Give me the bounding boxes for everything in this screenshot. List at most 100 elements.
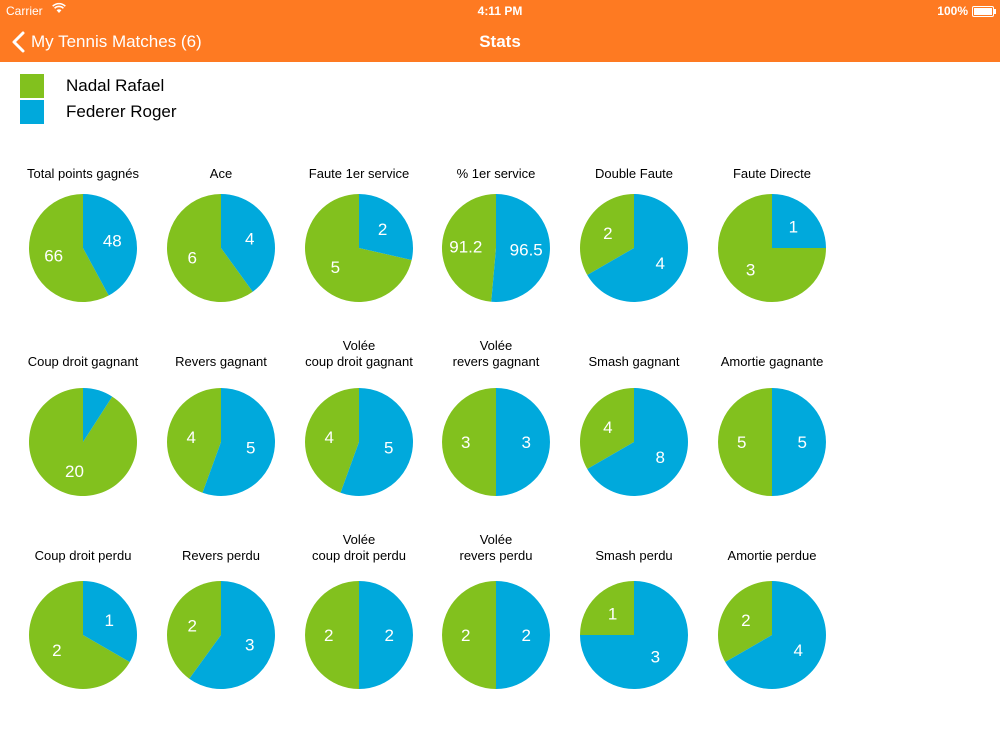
pie-slice-player2	[202, 388, 276, 496]
chart-title: Revers perdu	[181, 548, 261, 563]
status-bar: Carrier 4:11 PM 100%	[0, 0, 1000, 22]
wifi-icon	[52, 2, 66, 17]
pie-slice-player1	[441, 194, 496, 302]
pie-svg: 45	[305, 388, 414, 496]
pie-slice-player2	[496, 388, 550, 496]
legend-swatch-player2	[20, 100, 44, 124]
chart-title: Volée coup droit gagnant	[305, 338, 413, 369]
pie-svg: 52	[305, 194, 414, 302]
pie-svg: 31	[718, 194, 826, 302]
value-label-player2: 1	[104, 611, 113, 630]
value-label-player1: 4	[186, 428, 195, 447]
pie-svg: 24	[579, 194, 688, 302]
chart-title: Ace	[209, 166, 233, 181]
value-label-player1: 4	[603, 418, 612, 437]
pie-svg: 20	[28, 388, 137, 496]
value-label-player2: 4	[793, 641, 802, 660]
value-label-player1: 2	[52, 641, 61, 660]
battery-icon	[972, 6, 996, 17]
chart-title: Double Faute	[594, 166, 674, 181]
legend-swatch-player1	[20, 74, 44, 98]
value-label-player1: 2	[324, 626, 333, 645]
pie-slice-player2	[587, 388, 688, 496]
value-label-player2: 5	[246, 438, 255, 457]
pie-slice-player2	[83, 194, 137, 296]
pie-slice-player1	[29, 581, 130, 689]
pie-slice-player1	[579, 194, 634, 275]
chart-title: Faute 1er service	[308, 166, 410, 181]
pie-slice-player2	[587, 194, 688, 302]
pie-slice-player1	[28, 194, 109, 302]
pie-slice-player1	[442, 581, 496, 689]
chart-title: Volée revers gagnant	[452, 338, 540, 369]
pie-slice-player1	[442, 388, 496, 496]
pie-slice-player1	[717, 581, 772, 662]
value-label-player2: 1	[789, 218, 798, 237]
pie-slice-player2	[772, 194, 826, 248]
pie-slice-player1	[718, 388, 772, 496]
value-label-player2: 3	[651, 647, 660, 666]
chart-title: Volée coup droit perdu	[312, 532, 406, 563]
value-label-player2: 4	[245, 230, 254, 249]
chart-title: Amortie gagnante	[720, 354, 824, 369]
pie-svg: 66 48	[28, 194, 137, 302]
value-label-player1: 3	[746, 260, 755, 279]
pie-slice-player2	[83, 581, 138, 662]
value-label-player1: 20	[65, 462, 84, 481]
clock: 4:11 PM	[477, 4, 523, 18]
value-label-player2: 2	[378, 220, 387, 239]
value-label-player1: 1	[608, 605, 617, 624]
value-label-player1: 2	[188, 617, 197, 636]
pie-svg: 48	[579, 388, 688, 496]
pie-slice-player1	[28, 388, 137, 496]
value-label-player1: 2	[741, 611, 750, 630]
pie-slice-player2	[496, 581, 550, 689]
pie-svg: 91.2 96.5	[441, 194, 550, 302]
chart-title: Volée revers perdu	[459, 532, 533, 563]
pie-slice-player2	[83, 388, 113, 442]
chart-title: Smash gagnant	[588, 354, 680, 369]
pie-slice-player2	[189, 581, 275, 689]
value-label-player2: 8	[655, 448, 664, 467]
pie-slice-player1	[579, 388, 634, 469]
pie-svg: 13	[580, 581, 688, 689]
value-label-player2: 48	[103, 232, 122, 251]
navigation-bar: My Tennis Matches (6) Stats	[0, 22, 1000, 62]
value-label-player2: 2	[385, 626, 394, 645]
pie-slice-player1	[305, 194, 412, 302]
pie-slice-player2	[340, 388, 414, 496]
value-label-player1: 2	[603, 224, 612, 243]
pie-slice-player2	[359, 194, 414, 261]
chart-title: Amortie perdue	[727, 548, 817, 563]
pie-slice-player1	[305, 581, 359, 689]
battery-percentage: 100%	[937, 4, 968, 18]
legend-label-player2: Federer Roger	[66, 102, 177, 121]
page-title: Stats	[479, 32, 521, 51]
chart-title: Smash perdu	[595, 548, 673, 563]
chart-title: Coup droit gagnant	[27, 354, 139, 369]
value-label-player2: 3	[245, 635, 254, 654]
value-label-player1: 6	[188, 248, 197, 267]
value-label-player2: 5	[798, 433, 807, 452]
pie-svg: 23	[166, 581, 275, 689]
pie-svg: 64	[167, 194, 276, 302]
value-label-player1: 91.2	[449, 238, 482, 257]
back-button[interactable]: My Tennis Matches (6)	[10, 29, 202, 55]
chart-title: Coup droit perdu	[34, 548, 132, 563]
value-label-player2: 96.5	[510, 240, 543, 259]
value-label-player2: 4	[655, 254, 664, 273]
chart-title: Revers gagnant	[175, 354, 267, 369]
value-label-player1: 5	[737, 433, 746, 452]
pie-slice-player2	[772, 388, 826, 496]
pie-svg: 45	[167, 388, 276, 496]
value-label-player1: 66	[44, 246, 63, 265]
value-label-player2: 5	[384, 438, 393, 457]
value-label-player1: 2	[461, 626, 470, 645]
pie-slice-player2	[359, 581, 413, 689]
back-button-label: My Tennis Matches (6)	[31, 32, 202, 51]
pie-slice-player2	[221, 194, 276, 292]
value-label-player1: 5	[331, 258, 340, 277]
